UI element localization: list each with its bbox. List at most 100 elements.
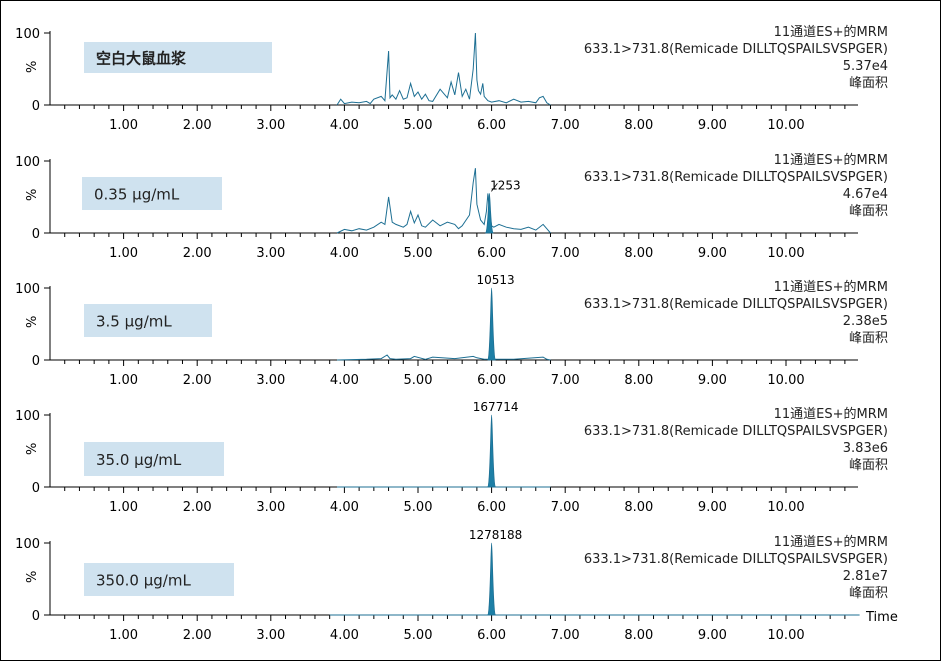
trace-intensity: 4.67e4 [843, 187, 888, 202]
x-tick-label: 1.00 [109, 246, 138, 261]
trace-transition: 633.1>731.8(Remicade DILLTQSPAILSVSPGER) [584, 297, 888, 312]
peak-area-label: 10513 [477, 273, 515, 287]
x-tick-label: 4.00 [330, 118, 359, 133]
peak-area-label: 1253 [490, 178, 521, 192]
y-tick-label: 0 [32, 354, 40, 369]
x-tick-label: 9.00 [698, 118, 727, 133]
x-tick-label: 3.00 [256, 628, 285, 643]
x-tick-label: 6.00 [477, 628, 506, 643]
chromatogram-panel-5: 350.0 μg/mL 100 0% 1.00 2.00 3.00 4.00 5.00 6.00… [15, 528, 898, 643]
chromatogram-trace [336, 354, 551, 361]
x-tick-label: 7.00 [551, 246, 580, 261]
sample-label: 0.35 μg/mL [94, 186, 180, 204]
x-tick-label: 7.00 [551, 628, 580, 643]
x-tick-label: 10.00 [767, 118, 804, 133]
y-axis-label: % [25, 61, 40, 73]
x-tick-label: 5.00 [404, 500, 433, 515]
trace-transition: 633.1>731.8(Remicade DILLTQSPAILSVSPGER) [584, 42, 888, 57]
chromatogram-panel-1: 空白大鼠血浆 100 0% 1.00 2.00 3.00 4.00 5.00 6.00 7.00 8… [15, 24, 888, 133]
y-tick-label: 100 [15, 282, 40, 297]
x-tick-label: 1.00 [109, 118, 138, 133]
x-tick-label: 2.00 [183, 246, 212, 261]
sample-label: 35.0 μg/mL [96, 451, 182, 469]
x-tick-label: 6.00 [477, 246, 506, 261]
y-axis-label: % [25, 316, 40, 328]
y-tick-label: 100 [15, 155, 40, 170]
x-tick-label: 3.00 [256, 373, 285, 388]
x-tick-label: 6.00 [477, 500, 506, 515]
x-tick-label: 8.00 [624, 246, 653, 261]
x-tick-label: 2.00 [183, 118, 212, 133]
y-tick-label: 100 [15, 537, 40, 552]
x-tick-label: 1.00 [109, 628, 138, 643]
x-tick-label: 7.00 [551, 500, 580, 515]
x-tick-label: 5.00 [404, 246, 433, 261]
chromatogram-panel-3: 3.5 μg/mL 100 0% 1.00 2.00 3.00 4.00 5.00 6.00 7.… [15, 273, 888, 388]
x-tick-label: 8.00 [624, 118, 653, 133]
x-tick-label: 5.00 [404, 628, 433, 643]
x-tick-label: 3.00 [256, 246, 285, 261]
chromatogram-trace [336, 168, 551, 234]
x-tick-label: 7.00 [551, 373, 580, 388]
trace-intensity: 2.38e5 [843, 314, 888, 329]
y-tick-label: 0 [32, 227, 40, 242]
y-tick-label: 100 [15, 409, 40, 424]
trace-transition: 633.1>731.8(Remicade DILLTQSPAILSVSPGER) [584, 424, 888, 439]
integrated-peak [487, 414, 497, 488]
peak-area-label: 167714 [473, 400, 519, 414]
trace-channel: 11通道ES+的MRM [774, 406, 888, 422]
trace-channel: 11通道ES+的MRM [774, 152, 888, 168]
x-tick-label: 2.00 [183, 373, 212, 388]
x-tick-label: 5.00 [404, 373, 433, 388]
x-tick-label: 9.00 [698, 246, 727, 261]
sample-label-box [84, 442, 224, 476]
y-tick-label: 0 [32, 481, 40, 496]
peak-label-leader [491, 183, 498, 192]
x-tick-label: 10.00 [767, 373, 804, 388]
sample-label: 3.5 μg/mL [96, 313, 172, 331]
x-tick-label: 8.00 [624, 373, 653, 388]
trace-measure: 峰面积 [849, 586, 888, 601]
sample-label: 350.0 μg/mL [96, 572, 191, 590]
y-tick-label: 100 [15, 27, 40, 42]
x-tick-label: 8.00 [624, 628, 653, 643]
peak-area-label: 1278188 [469, 528, 522, 542]
x-tick-label: 10.00 [767, 628, 804, 643]
x-tick-label: 9.00 [698, 373, 727, 388]
sample-label: 空白大鼠血浆 [96, 50, 187, 68]
chromatogram-trace [336, 32, 551, 106]
trace-measure: 峰面积 [849, 76, 888, 91]
x-tick-label: 8.00 [624, 500, 653, 515]
x-tick-label: 9.00 [698, 500, 727, 515]
trace-transition: 633.1>731.8(Remicade DILLTQSPAILSVSPGER) [584, 552, 888, 567]
x-tick-label: 6.00 [477, 373, 506, 388]
trace-measure: 峰面积 [849, 458, 888, 473]
sample-label-box [84, 304, 212, 337]
integrated-peak [484, 192, 494, 234]
x-axis-label: Time [865, 610, 898, 625]
y-axis-label: % [25, 571, 40, 583]
sample-label-box [84, 42, 272, 73]
trace-intensity: 2.81e7 [843, 569, 888, 584]
integrated-peak [487, 287, 497, 361]
trace-measure: 峰面积 [849, 331, 888, 346]
x-tick-label: 10.00 [767, 246, 804, 261]
trace-channel: 11通道ES+的MRM [774, 534, 888, 550]
x-tick-label: 4.00 [330, 500, 359, 515]
x-tick-label: 10.00 [767, 500, 804, 515]
integrated-peak [487, 542, 497, 616]
x-tick-label: 5.00 [404, 118, 433, 133]
x-tick-label: 2.00 [183, 500, 212, 515]
sample-label-box [84, 563, 234, 596]
x-tick-label: 4.00 [330, 628, 359, 643]
y-axis-label: % [25, 443, 40, 455]
y-tick-label: 0 [32, 99, 40, 114]
y-tick-label: 0 [32, 609, 40, 624]
x-tick-label: 3.00 [256, 500, 285, 515]
x-tick-label: 6.00 [477, 118, 506, 133]
trace-channel: 11通道ES+的MRM [774, 279, 888, 295]
x-tick-label: 7.00 [551, 118, 580, 133]
trace-intensity: 3.83e6 [843, 441, 888, 456]
x-tick-label: 1.00 [109, 500, 138, 515]
